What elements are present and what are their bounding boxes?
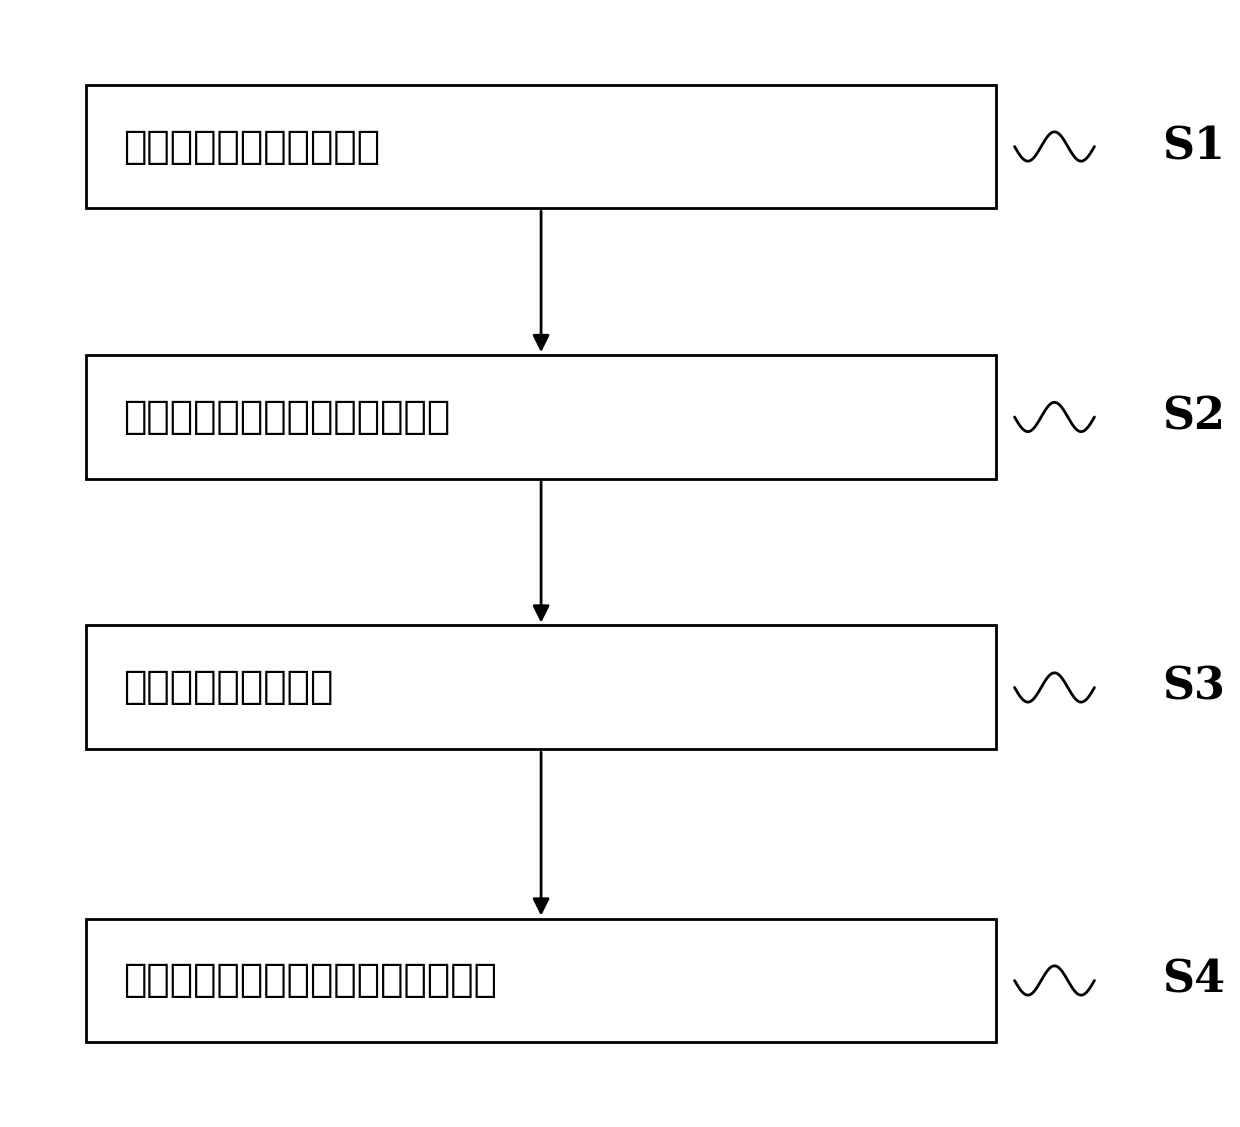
Bar: [86, 355, 996, 479]
Text: 制备树枝状化合物取代基: 制备树枝状化合物取代基: [123, 127, 381, 166]
Bar: [86, 625, 996, 749]
Text: S3: S3: [1162, 666, 1225, 709]
Text: 合成酞菁分子前驱体: 合成酞菁分子前驱体: [123, 668, 334, 707]
Text: 利用酞菁分子前驱体，合成酞菁分子: 利用酞菁分子前驱体，合成酞菁分子: [123, 961, 497, 1000]
Text: S1: S1: [1162, 125, 1225, 168]
Text: S2: S2: [1162, 396, 1225, 438]
Bar: [86, 919, 996, 1042]
Text: 保护树枝状化合物取代基的基团: 保护树枝状化合物取代基的基团: [123, 398, 450, 436]
Text: S4: S4: [1162, 959, 1225, 1002]
Bar: [86, 85, 996, 208]
